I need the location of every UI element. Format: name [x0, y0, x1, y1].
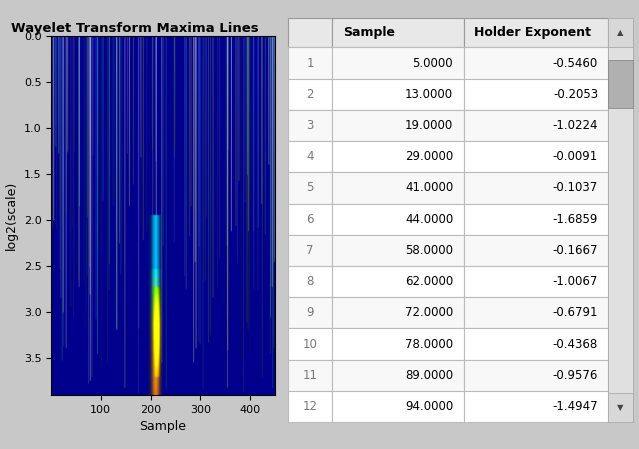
Text: 78.0000: 78.0000	[405, 338, 453, 351]
Text: 7: 7	[306, 244, 314, 257]
Bar	[463, 18, 608, 48]
Text: 9: 9	[306, 306, 314, 319]
Text: ▲: ▲	[617, 28, 624, 37]
Text: -0.4368: -0.4368	[553, 338, 598, 351]
Text: -0.0091: -0.0091	[553, 150, 598, 163]
Bar	[463, 235, 608, 266]
Bar	[288, 391, 332, 422]
Text: -1.4947: -1.4947	[553, 400, 598, 413]
Bar	[288, 328, 332, 360]
Bar	[463, 48, 608, 79]
Text: 2: 2	[306, 88, 314, 101]
Text: 11: 11	[302, 369, 318, 382]
Bar	[288, 172, 332, 203]
Bar	[463, 360, 608, 391]
Text: 12: 12	[302, 400, 318, 413]
Bar	[288, 79, 332, 110]
Text: 58.0000: 58.0000	[405, 244, 453, 257]
Text: -0.2053: -0.2053	[553, 88, 598, 101]
Bar	[608, 60, 633, 108]
Bar	[463, 328, 608, 360]
Text: 62.0000: 62.0000	[405, 275, 453, 288]
Text: -0.9576: -0.9576	[553, 369, 598, 382]
Bar	[463, 391, 608, 422]
Text: 6: 6	[306, 213, 314, 226]
Bar	[288, 266, 332, 297]
Text: 8: 8	[306, 275, 314, 288]
Text: 44.0000: 44.0000	[405, 213, 453, 226]
Text: 5.0000: 5.0000	[413, 57, 453, 70]
Bar	[332, 141, 463, 172]
Bar	[463, 266, 608, 297]
Bar	[332, 48, 463, 79]
Bar	[288, 203, 332, 235]
Bar	[463, 79, 608, 110]
Bar	[288, 297, 332, 328]
Bar	[332, 18, 463, 48]
Text: Wayelet Transform Maxima Lines: Wayelet Transform Maxima Lines	[11, 22, 259, 35]
Text: 1: 1	[306, 57, 314, 70]
Text: -1.6859: -1.6859	[553, 213, 598, 226]
Bar	[288, 141, 332, 172]
Text: -0.1037: -0.1037	[553, 181, 598, 194]
Text: -0.5460: -0.5460	[553, 57, 598, 70]
Bar	[288, 18, 332, 48]
X-axis label: Sample: Sample	[139, 420, 187, 433]
Bar	[332, 79, 463, 110]
Bar	[463, 297, 608, 328]
Bar	[332, 110, 463, 141]
Text: 13.0000: 13.0000	[405, 88, 453, 101]
Bar	[332, 360, 463, 391]
Text: -1.0067: -1.0067	[553, 275, 598, 288]
Bar	[288, 235, 332, 266]
Text: 29.0000: 29.0000	[405, 150, 453, 163]
Text: 3: 3	[306, 119, 314, 132]
Text: Holder Exponent: Holder Exponent	[474, 26, 591, 39]
Bar	[463, 172, 608, 203]
Bar	[288, 48, 332, 79]
Bar	[332, 328, 463, 360]
Bar	[608, 18, 633, 422]
Bar	[332, 203, 463, 235]
Text: -0.6791: -0.6791	[553, 306, 598, 319]
Bar	[288, 360, 332, 391]
Text: 10: 10	[302, 338, 318, 351]
Bar	[332, 391, 463, 422]
Bar	[463, 141, 608, 172]
Text: ▼: ▼	[617, 403, 624, 412]
Bar	[463, 110, 608, 141]
Bar	[332, 172, 463, 203]
Bar	[332, 297, 463, 328]
Text: 72.0000: 72.0000	[405, 306, 453, 319]
Y-axis label: log2(scale): log2(scale)	[5, 181, 18, 250]
Text: 41.0000: 41.0000	[405, 181, 453, 194]
Bar	[288, 110, 332, 141]
Text: 94.0000: 94.0000	[405, 400, 453, 413]
Bar	[608, 392, 633, 422]
Text: 5: 5	[306, 181, 314, 194]
Text: Sample: Sample	[343, 26, 395, 39]
Bar	[332, 235, 463, 266]
Bar	[332, 266, 463, 297]
Text: -1.0224: -1.0224	[553, 119, 598, 132]
Bar	[463, 203, 608, 235]
Text: 4: 4	[306, 150, 314, 163]
Bar	[608, 18, 633, 48]
Text: 19.0000: 19.0000	[405, 119, 453, 132]
Text: 89.0000: 89.0000	[405, 369, 453, 382]
Text: -0.1667: -0.1667	[553, 244, 598, 257]
